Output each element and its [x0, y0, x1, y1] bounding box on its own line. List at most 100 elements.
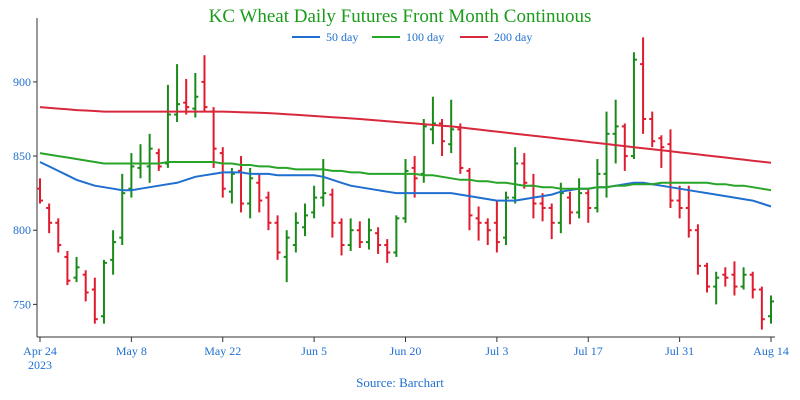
ohlc-bar: [64, 250, 71, 286]
moving-average-lines: [39, 106, 772, 208]
ohlc-bar: [256, 173, 263, 213]
y-axis-ticks: 750 800 850 900: [13, 75, 37, 311]
x-tick-label: Jun 20: [390, 344, 422, 358]
ohlc-bar: [640, 37, 647, 134]
ohlc-bar: [73, 256, 80, 283]
ohlc-bar: [475, 206, 482, 241]
ohlc-bar: [658, 135, 665, 168]
ohlc-bar: [722, 267, 729, 287]
ohlc-bar: [548, 203, 555, 240]
ohlc-bar: [100, 259, 107, 324]
ohlc-bar: [347, 218, 354, 251]
ohlc-bar: [484, 218, 491, 246]
ohlc-bar: [155, 148, 162, 171]
x-tick-label: Aug 14: [753, 344, 789, 358]
ohlc-bar: [621, 123, 628, 171]
ohlc-bar: [512, 147, 519, 204]
ohlc-bar: [768, 295, 774, 324]
legend-label: 50 day: [326, 30, 358, 44]
y-tick-label: 900: [13, 75, 31, 89]
x-tick-label: Jul 17: [574, 344, 603, 358]
y-tick-label: 800: [13, 223, 31, 237]
ohlc-bar: [384, 239, 391, 263]
ohlc-bar: [320, 159, 327, 207]
ohlc-bar: [37, 178, 43, 204]
ohlc-bar: [685, 185, 692, 238]
ohlc-bar: [137, 144, 144, 179]
ohlc-bar: [429, 96, 436, 145]
ohlc-bar: [576, 178, 583, 219]
ohlc-bar: [146, 133, 153, 183]
ohlc-bar: [411, 156, 418, 198]
ohlc-bar: [530, 173, 537, 219]
x-tick-label: May 22: [204, 344, 241, 358]
ohlc-bar: [375, 227, 382, 254]
ohlc-bar: [585, 188, 592, 223]
ohlc-bar: [493, 200, 500, 253]
ohlc-bar: [612, 99, 619, 164]
ohlc-bar: [457, 123, 464, 174]
ohlc-bar: [265, 191, 272, 231]
ohlc-bar: [274, 215, 281, 260]
y-tick-label: 750: [13, 297, 31, 311]
ohlc-bar: [566, 191, 573, 225]
x-tick-label: Jun 5: [301, 344, 327, 358]
ohlc-bar: [740, 267, 747, 290]
ohlc-bars: [37, 37, 774, 330]
x-tick-label: May 8: [116, 344, 147, 358]
ma-line-200-day: [39, 106, 772, 164]
legend-label: 200 day: [494, 30, 532, 44]
ohlc-bar: [338, 218, 345, 256]
ohlc-bar: [247, 167, 254, 219]
ohlc-bar: [521, 153, 528, 189]
ohlc-bar: [164, 84, 171, 168]
ohlc-bar: [55, 218, 62, 253]
ohlc-bar: [91, 277, 98, 324]
ohlc-bar: [466, 167, 473, 231]
ohlc-bar: [365, 218, 372, 250]
ohlc-bar: [420, 118, 427, 183]
ohlc-bar: [311, 185, 318, 219]
legend: 50 day 100 day 200 day: [292, 30, 532, 44]
ohlc-bar: [557, 182, 564, 234]
ohlc-bar: [46, 203, 53, 234]
ohlc-bar: [649, 111, 656, 148]
chart-title: KC Wheat Daily Futures Front Month Conti…: [209, 6, 592, 27]
x-axis-ticks: Apr 24 May 8 May 22 Jun 5 Jun 20 Jul 3 Jul 17 J…: [23, 337, 789, 372]
ma-line-100-day: [39, 152, 772, 192]
ohlc-bar: [292, 212, 299, 253]
ohlc-bar: [713, 271, 720, 305]
ohlc-bar: [82, 270, 89, 302]
x-tick-year-label: 2023: [28, 358, 52, 372]
ohlc-bar: [704, 262, 711, 293]
legend-label: 100 day: [406, 30, 444, 44]
ohlc-bar: [192, 73, 199, 118]
x-tick-label: Jul 31: [665, 344, 694, 358]
ohlc-bar: [174, 64, 181, 122]
ohlc-bar: [539, 193, 546, 222]
x-tick-label: Jul 3: [485, 344, 508, 358]
ohlc-bar: [667, 129, 674, 208]
ohlc-bar: [301, 203, 308, 237]
ohlc-bar: [119, 173, 126, 246]
ohlc-bar: [228, 167, 235, 204]
ohlc-bar: [630, 52, 637, 160]
ohlc-bar: [283, 230, 290, 283]
ohlc-bar: [694, 224, 701, 275]
y-tick-label: 850: [13, 149, 31, 163]
ohlc-bar: [329, 188, 336, 238]
source-label: Source: Barchart: [356, 375, 444, 390]
ohlc-bar: [110, 230, 117, 275]
ohlc-bar: [402, 159, 409, 223]
ohlc-bar: [676, 185, 683, 219]
ohlc-bar: [393, 215, 400, 257]
ohlc-bar: [210, 107, 217, 168]
ohlc-bar: [356, 221, 363, 249]
ohlc-bar: [201, 55, 208, 112]
ohlc-bar: [749, 271, 756, 299]
ohlc-bar: [603, 111, 610, 198]
ohlc-bar: [594, 159, 601, 213]
ohlc-bar: [758, 286, 765, 330]
x-tick-label: Apr 24: [23, 344, 57, 358]
